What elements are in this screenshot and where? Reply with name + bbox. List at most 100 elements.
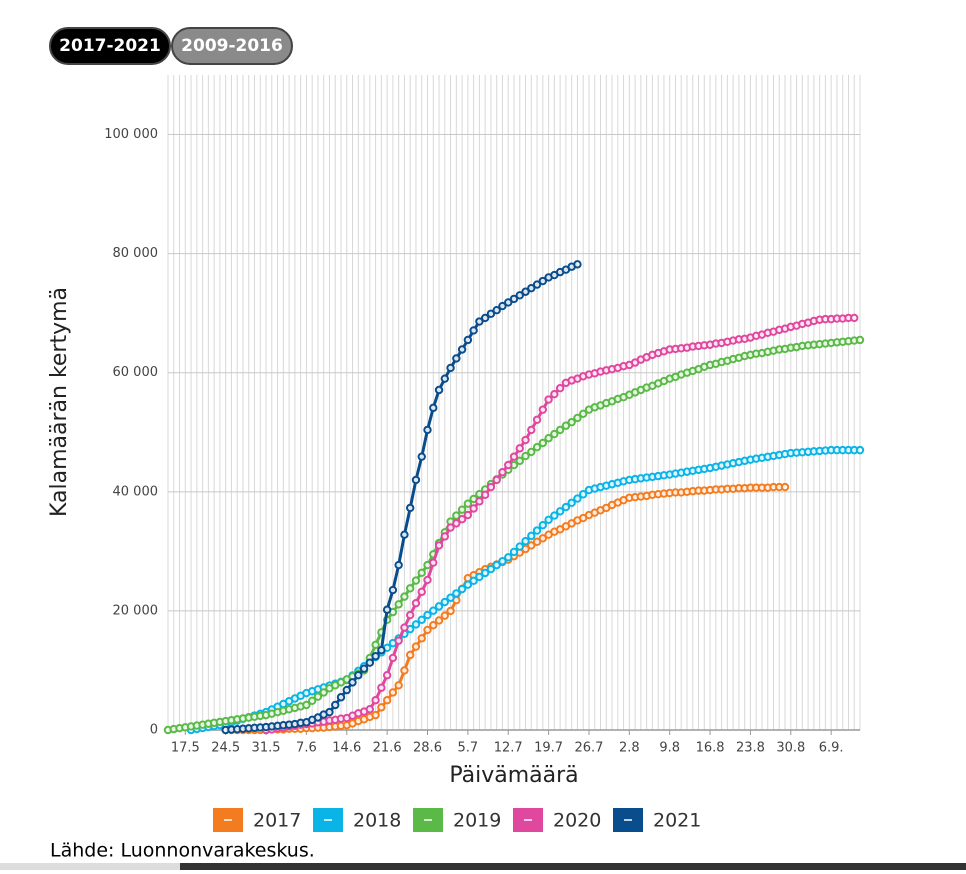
point: [434, 541, 444, 550]
point: [307, 696, 317, 706]
point: [486, 309, 496, 318]
x-tick-label: 6.9.: [819, 741, 844, 756]
point: [492, 560, 501, 570]
point: [532, 280, 542, 289]
point: [446, 606, 455, 616]
point: [331, 700, 340, 710]
point: [406, 503, 415, 513]
x-tick-label: 5.7: [458, 741, 479, 756]
point: [394, 681, 403, 690]
point: [463, 510, 473, 520]
point: [515, 542, 524, 551]
point: [377, 646, 386, 655]
point: [434, 385, 444, 395]
point: [423, 610, 432, 620]
point: [411, 642, 421, 651]
point: [850, 313, 859, 323]
point: [567, 498, 576, 507]
point: [446, 363, 455, 373]
point: [440, 532, 449, 541]
point: [475, 317, 484, 326]
point: [423, 575, 432, 585]
point: [538, 534, 548, 543]
x-axis-label: Päivämäärä: [449, 763, 578, 788]
point: [527, 425, 536, 435]
scrollbar: [180, 863, 966, 870]
point: [452, 354, 461, 363]
point: [440, 374, 449, 383]
point: [406, 610, 415, 620]
point: [469, 576, 478, 585]
point: [394, 560, 403, 570]
point: [544, 515, 553, 525]
point: [561, 502, 571, 512]
point: [515, 456, 524, 466]
point: [504, 460, 513, 470]
point: [452, 589, 461, 598]
point: [521, 287, 530, 296]
button-active[interactable]: [49, 27, 171, 65]
point: [434, 616, 444, 625]
point: [417, 587, 426, 597]
point: [400, 592, 409, 601]
point: [573, 494, 582, 503]
y-axis-label: Kalamäärän kertymä: [47, 287, 72, 517]
point: [302, 700, 311, 710]
button-label[interactable]: 2009-2016: [181, 36, 283, 56]
point: [486, 482, 496, 492]
point: [538, 276, 548, 286]
point: [388, 688, 398, 697]
button-label[interactable]: 2017-2021: [59, 36, 161, 56]
legend-label: 2021: [653, 810, 701, 832]
x-tick-label: 9.8: [659, 741, 680, 756]
point: [504, 553, 513, 562]
point: [365, 658, 375, 667]
point: [394, 636, 403, 645]
point: [780, 482, 790, 492]
point: [555, 384, 565, 393]
point: [515, 291, 524, 300]
point: [515, 444, 524, 453]
point: [855, 445, 865, 455]
point: [336, 693, 346, 702]
point: [492, 306, 501, 315]
y-tick-label: 0: [150, 723, 158, 738]
point: [400, 530, 409, 539]
point: [423, 425, 432, 435]
point: [527, 541, 536, 550]
point: [313, 692, 323, 701]
point: [429, 621, 438, 630]
x-tick-label: 2.8: [619, 741, 640, 756]
x-tick-label: 31.5: [252, 741, 281, 756]
x-tick-label: 23.8: [736, 741, 765, 756]
point: [463, 499, 473, 508]
point: [579, 409, 588, 419]
point: [561, 421, 571, 430]
x-tick-label: 21.6: [373, 741, 402, 756]
point: [480, 490, 490, 499]
button[interactable]: [171, 27, 293, 65]
point: [382, 605, 392, 614]
x-tick-label: 17.5: [171, 741, 200, 756]
point: [382, 671, 392, 680]
point: [509, 547, 519, 557]
point: [429, 606, 438, 615]
x-tick-label: 12.7: [494, 741, 523, 756]
point: [463, 580, 473, 589]
point: [555, 425, 565, 435]
point: [371, 710, 380, 720]
point: [440, 597, 449, 607]
point: [550, 389, 559, 399]
scrollbar-track: [0, 863, 180, 870]
point: [417, 568, 426, 577]
point: [538, 405, 548, 414]
legend-label: 2020: [553, 810, 601, 832]
point: [452, 511, 461, 520]
y-tick-label: 100 000: [104, 127, 158, 142]
point: [509, 452, 519, 461]
point: [521, 537, 530, 546]
point: [394, 600, 403, 609]
point: [377, 683, 386, 692]
x-tick-label: 14.6: [332, 741, 361, 756]
point: [411, 475, 421, 485]
